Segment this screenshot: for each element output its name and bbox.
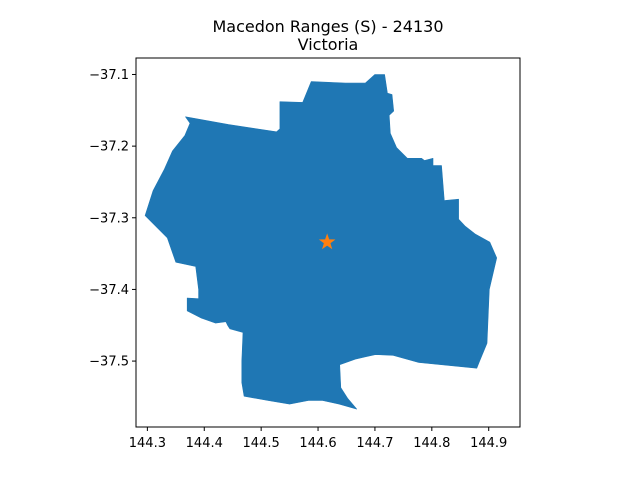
x-tick-label: 144.3 [129,436,166,451]
plot-area [144,74,497,410]
axes-frame [135,57,521,428]
region-polygon [144,74,497,410]
x-tick-label: 144.7 [356,436,393,451]
x-tick-label: 144.9 [470,436,507,451]
y-tick-label: −37.5 [89,355,129,370]
map-title-line2: Victoria [298,35,359,54]
centroid-star-marker [318,233,336,250]
map-title-line1: Macedon Ranges (S) - 24130 [212,17,443,36]
y-tick-label: −37.2 [89,140,129,155]
x-axis: 144.3 144.4 144.5 144.6 144.7 144.8 144.9 [129,427,507,451]
x-tick-label: 144.6 [299,436,336,451]
y-tick-label: −37.4 [89,283,129,298]
y-tick-label: −37.1 [89,68,129,83]
x-tick-label: 144.4 [186,436,223,451]
y-tick-label: −37.3 [89,211,129,226]
y-axis: −37.1 −37.2 −37.3 −37.4 −37.5 [89,68,136,370]
x-tick-label: 144.5 [243,436,280,451]
x-tick-label: 144.8 [413,436,450,451]
